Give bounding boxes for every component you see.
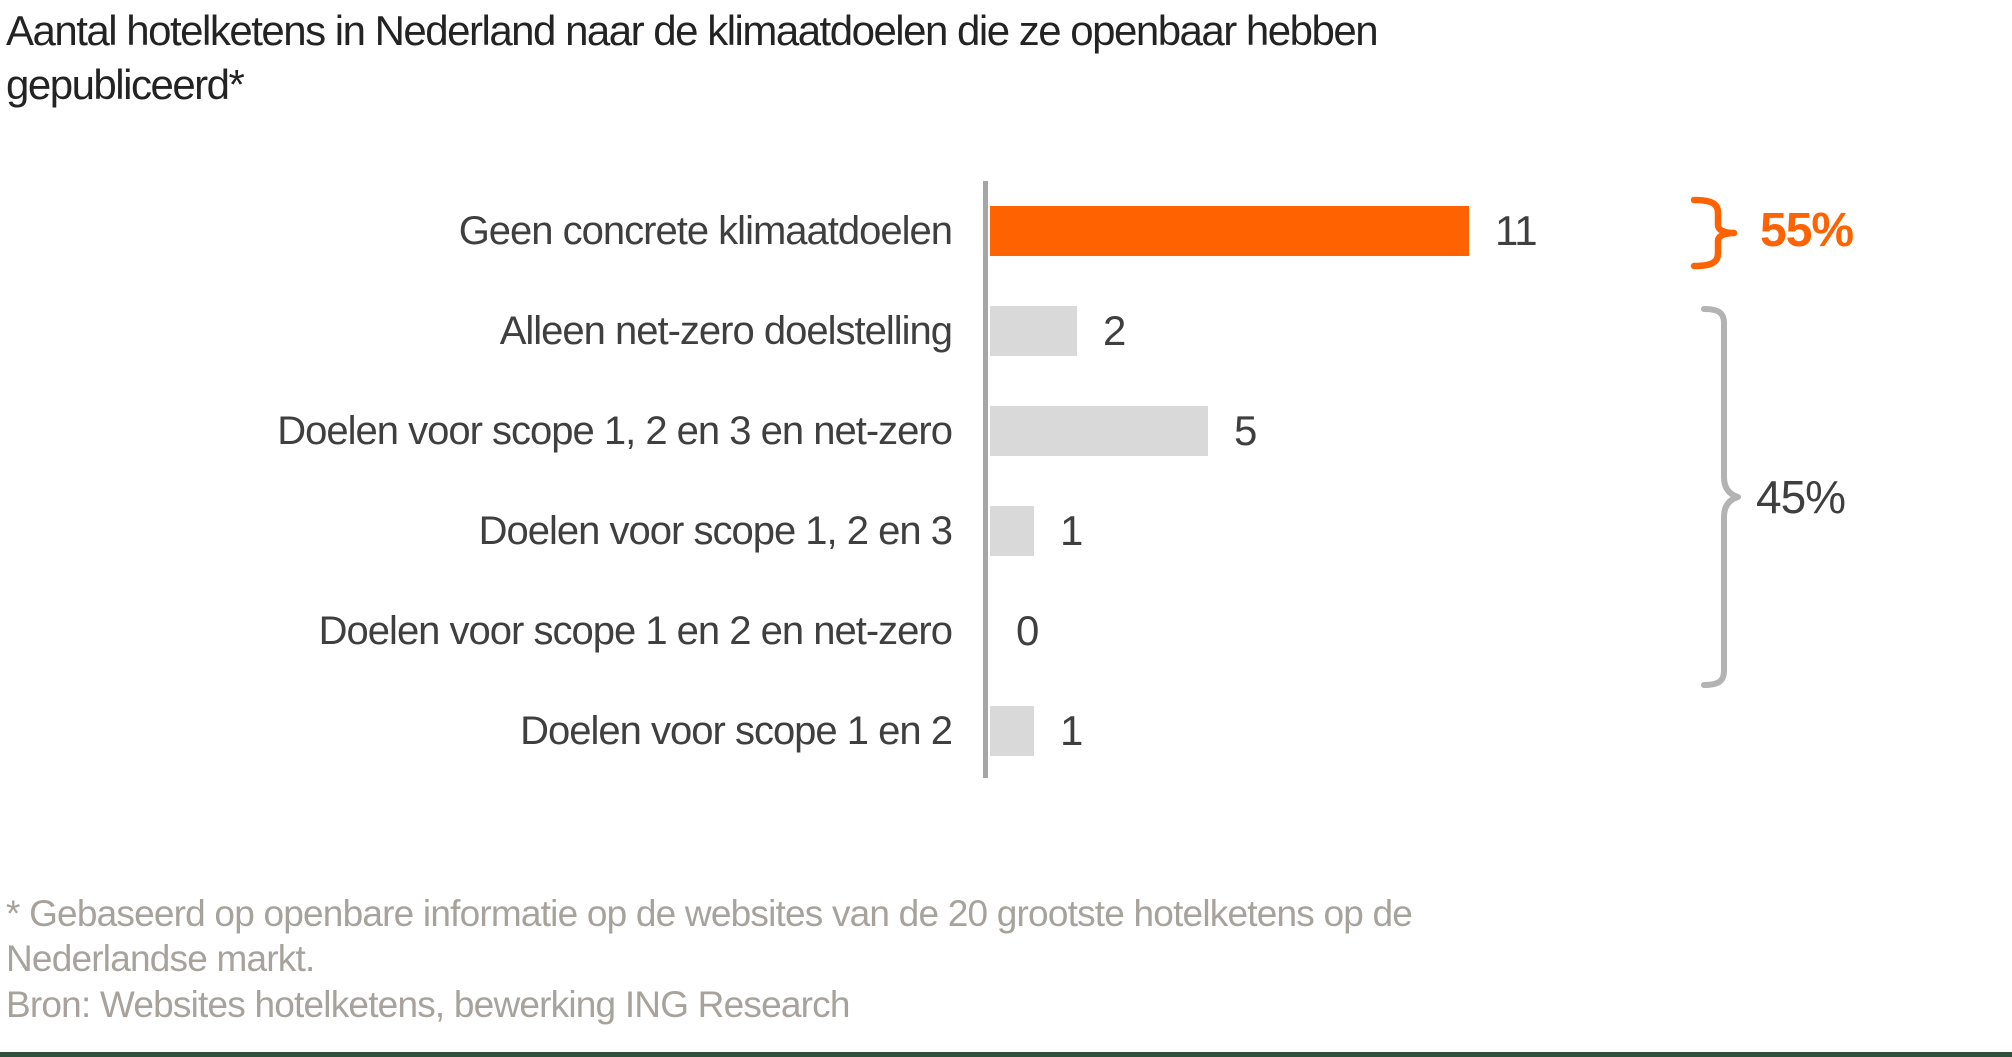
value-label: 1	[1060, 707, 1083, 754]
category-label: Doelen voor scope 1, 2 en 3	[478, 509, 953, 553]
value-label: 1	[1060, 507, 1083, 554]
value-label: 5	[1234, 407, 1257, 454]
value-label: 2	[1103, 307, 1126, 354]
value-label: 0	[1016, 607, 1039, 654]
bottom-divider	[0, 1052, 2012, 1057]
category-label: Geen concrete klimaatdoelen	[458, 209, 953, 253]
category-label: Doelen voor scope 1 en 2	[520, 709, 953, 753]
category-label: Doelen voor scope 1 en 2 en net-zero	[318, 609, 953, 653]
y-axis-line	[983, 181, 988, 778]
bar	[990, 506, 1034, 556]
value-label: 11	[1495, 207, 1538, 254]
bar	[990, 206, 1469, 256]
category-label: Doelen voor scope 1, 2 en 3 en net-zero	[277, 409, 953, 453]
bar	[990, 706, 1034, 756]
percent-45-label: 45%	[1756, 471, 1846, 523]
chart-footnote: * Gebaseerd op openbare informatie op de…	[6, 893, 1413, 979]
percent-55-label: 55%	[1760, 204, 1854, 257]
category-label: Alleen net-zero doelstelling	[499, 309, 953, 353]
bar	[990, 306, 1077, 356]
brace-45-icon	[1701, 306, 1741, 688]
bar	[990, 406, 1208, 456]
chart-source: Bron: Websites hotelketens, bewerking IN…	[6, 984, 850, 1025]
chart-title: Aantal hotelketens in Nederland naar de …	[6, 7, 1379, 108]
brace-55-icon	[1690, 196, 1738, 270]
